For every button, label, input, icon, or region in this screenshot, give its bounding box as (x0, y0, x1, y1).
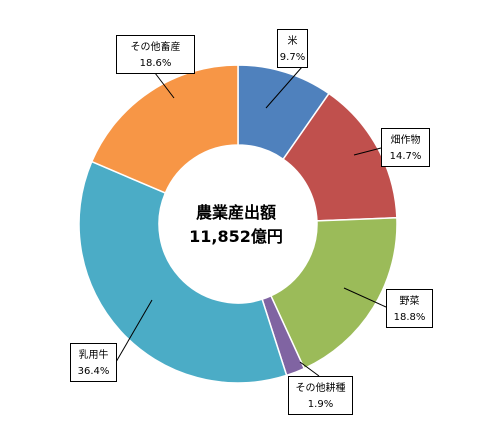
category-label: 乳用牛 (79, 348, 109, 361)
value-label: 1.9% (308, 399, 333, 410)
slice-5 (78, 160, 288, 384)
data-label-box (70, 343, 117, 382)
category-label: 畑作物 (391, 133, 421, 146)
leader-line-1 (265, 66, 303, 109)
data-label-box (386, 289, 433, 328)
category-label: その他耕種 (296, 381, 346, 394)
leader-line-5 (115, 299, 153, 363)
leader-line-3 (343, 287, 387, 308)
value-label: 36.4% (78, 366, 110, 377)
slice-6 (90, 64, 239, 194)
value-label: 9.7% (280, 52, 305, 63)
value-label: 18.8% (394, 312, 426, 323)
category-label: 米 (288, 34, 298, 47)
data-label-box (277, 29, 308, 68)
value-label: 18.6% (140, 58, 172, 69)
data-label-3: 野菜 18.8% (386, 289, 433, 328)
data-label-6: その他畜産 18.6% (116, 35, 195, 74)
slice-3 (269, 216, 398, 370)
leader-line-6 (154, 72, 175, 99)
category-label: その他畜産 (131, 40, 181, 53)
leader-line-4 (299, 361, 320, 377)
center-total: 11,852億円 (189, 227, 283, 246)
center-title: 農業産出額 (196, 203, 276, 222)
data-label-5: 乳用牛 36.4% (70, 343, 117, 382)
data-label-4: その他耕種 1.9% (288, 376, 353, 415)
data-label-box (116, 35, 195, 74)
data-label-1: 米 9.7% (277, 29, 308, 68)
data-label-box (288, 376, 353, 415)
leader-line-2 (353, 147, 382, 156)
data-label-2: 畑作物 14.7% (381, 128, 430, 167)
data-label-box (381, 128, 430, 167)
category-label: 野菜 (400, 295, 420, 307)
value-label: 14.7% (390, 151, 422, 162)
